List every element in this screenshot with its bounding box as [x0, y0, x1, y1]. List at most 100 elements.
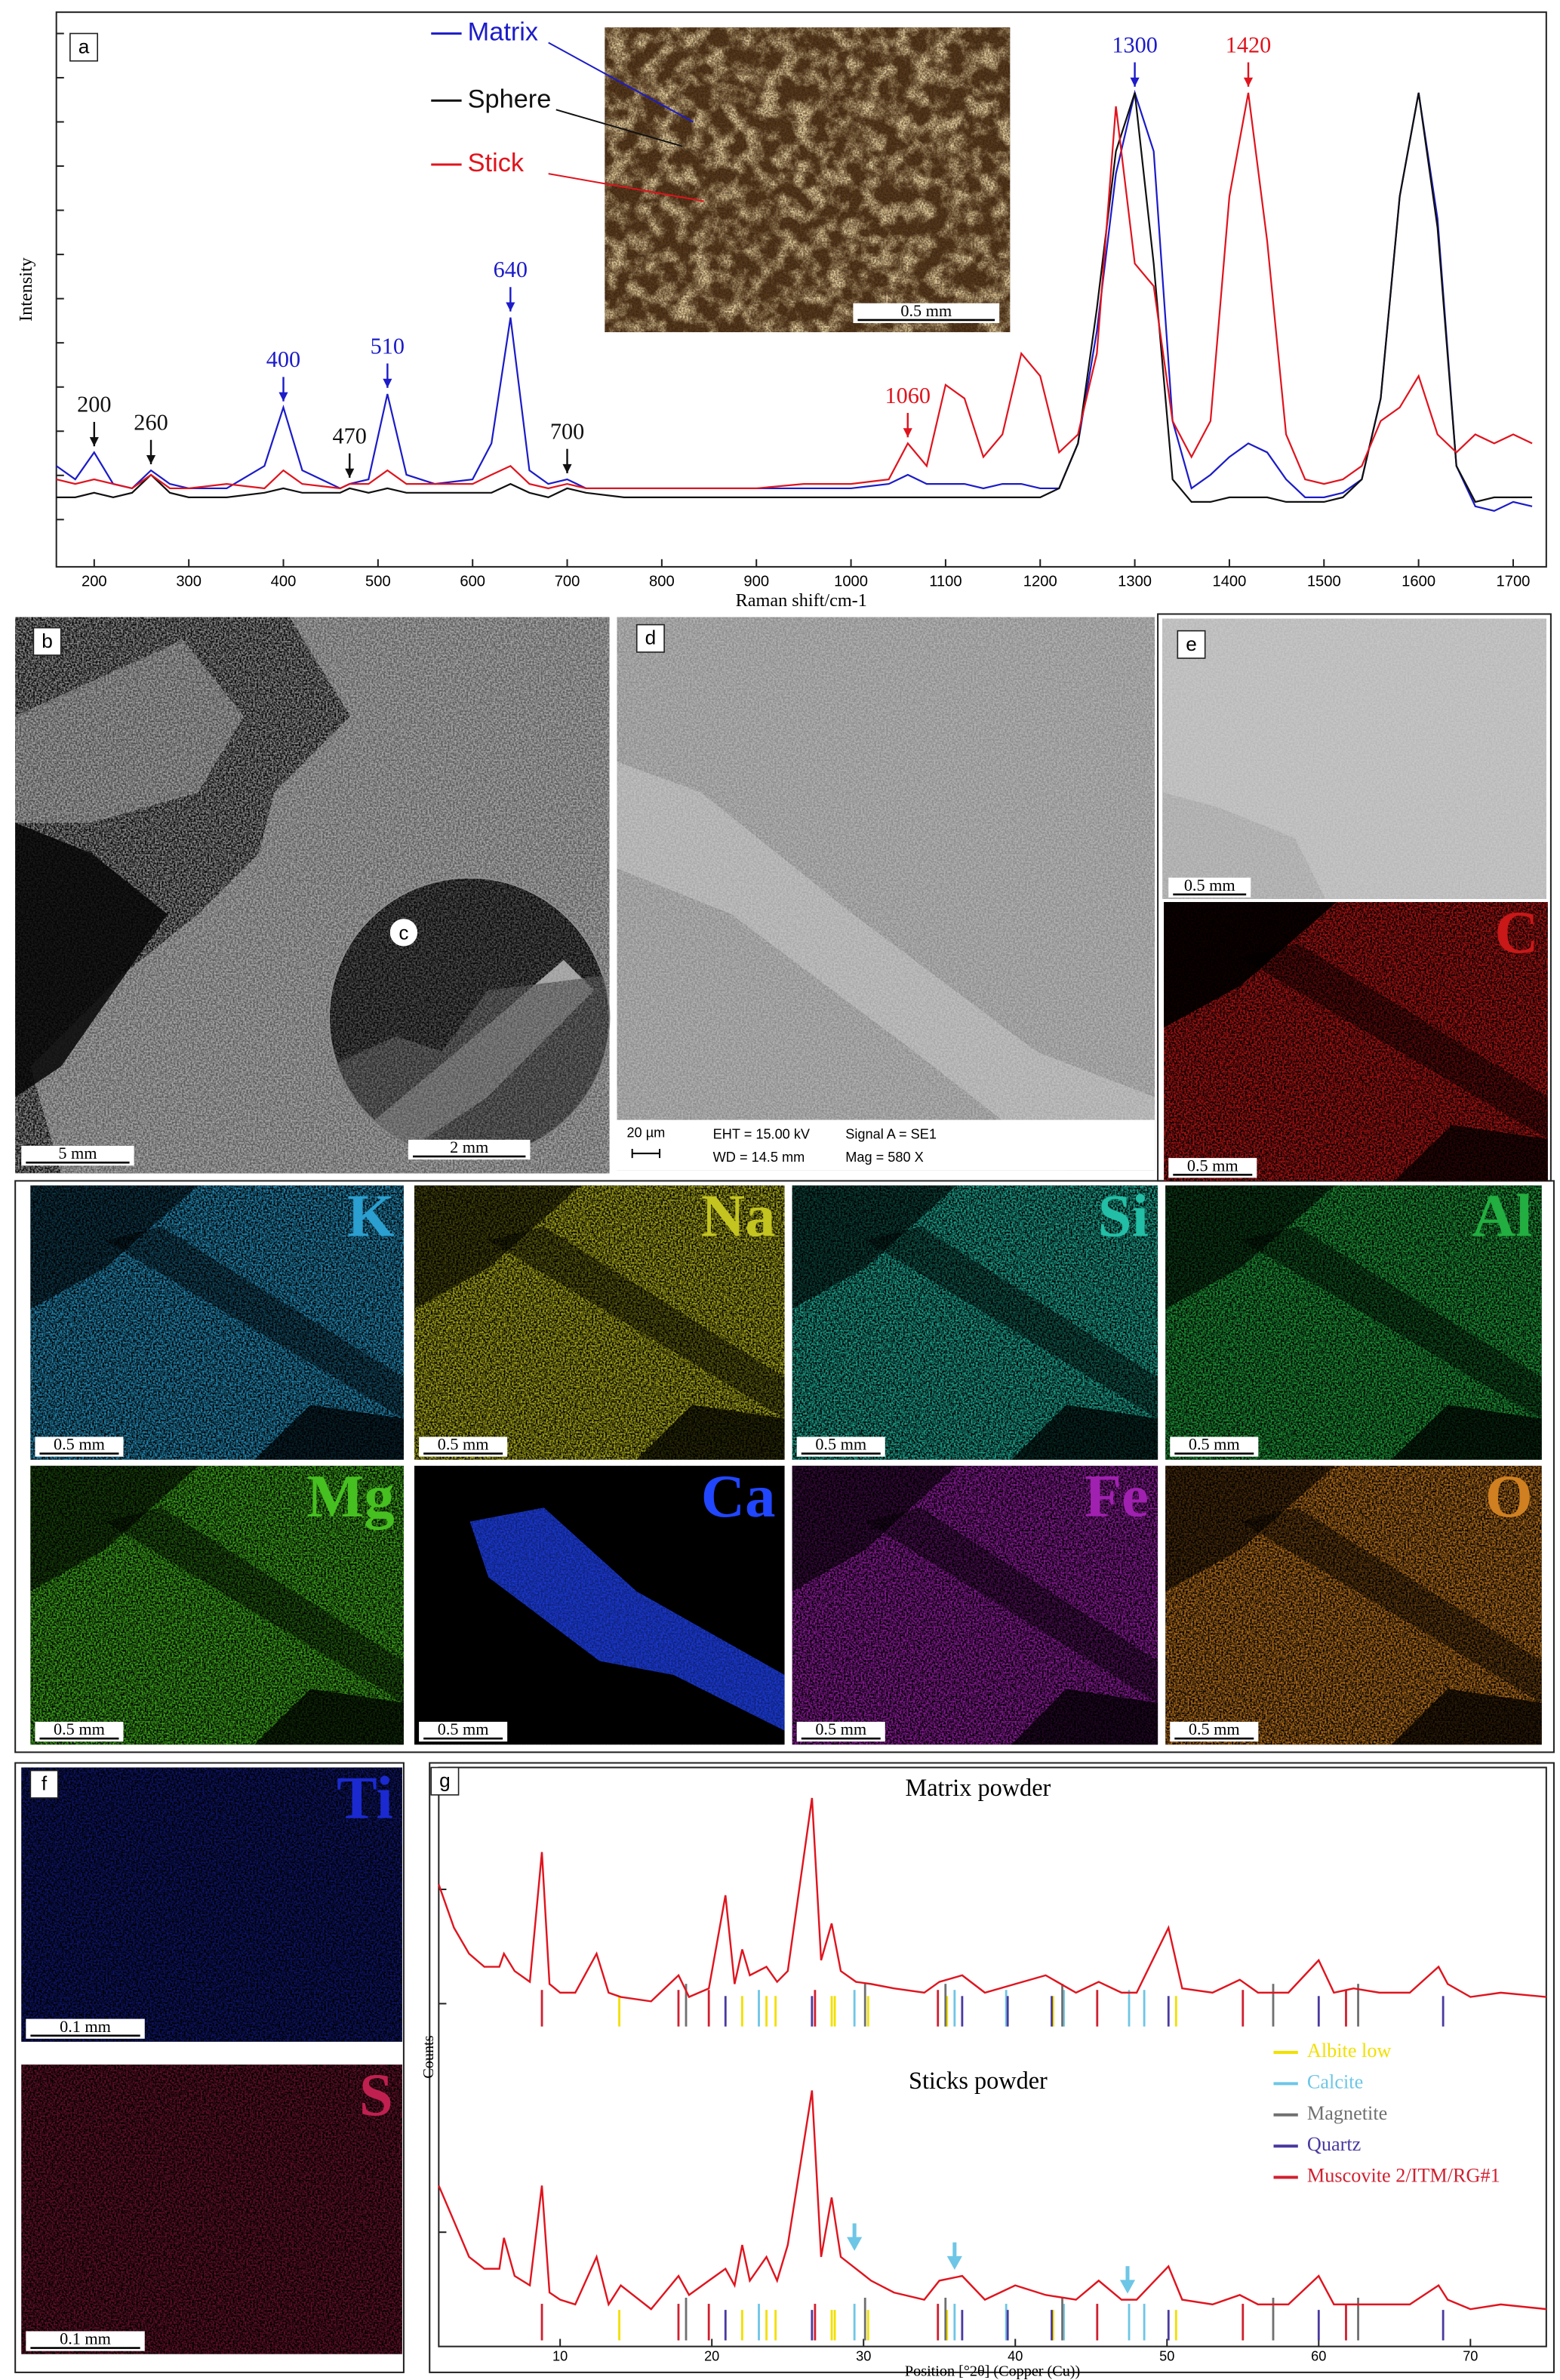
peak-label: 200: [77, 392, 111, 417]
peak-label: 260: [134, 410, 168, 436]
x-tick-label: 10: [552, 2349, 568, 2364]
spectrum-line: [56, 92, 1533, 503]
peak-arrow-head: [1243, 77, 1254, 87]
marker-arrow-head: [1119, 2280, 1136, 2294]
x-tick-label: 1400: [1212, 573, 1246, 590]
pattern-title: Matrix powder: [906, 1774, 1051, 1801]
x-tick-label: 500: [365, 573, 391, 590]
map-band: [1240, 1507, 1542, 1703]
peak-arrow-head: [89, 437, 99, 447]
x-tick-label: 200: [82, 573, 107, 590]
scale-bar-label: 0.5 mm: [815, 1720, 866, 1738]
x-tick-label: 300: [176, 573, 202, 590]
peak-arrow-head: [1130, 77, 1140, 87]
legend-label: Muscovite 2/ITM/RG#1: [1307, 2165, 1500, 2187]
x-tick-label: 70: [1463, 2349, 1478, 2364]
map-void: [254, 1405, 404, 1460]
element-label: O: [1485, 1463, 1533, 1530]
legend-leader: [548, 42, 694, 123]
legend-label: Magnetite: [1307, 2102, 1387, 2124]
panel-letter: d: [645, 627, 657, 649]
panel-letter: e: [1186, 633, 1197, 655]
map-band: [488, 1226, 785, 1419]
map-signal: [21, 1767, 402, 2042]
x-tick-label: 1600: [1402, 573, 1435, 590]
map-signal: [414, 1465, 785, 1745]
spectrum-line: [56, 92, 1533, 490]
map-void: [1394, 1125, 1548, 1181]
element-label: Al: [1472, 1182, 1533, 1249]
sem-info: EHT = 15.00 kV: [713, 1127, 811, 1142]
peak-label: 640: [494, 257, 528, 282]
scale-bar-label: 0.5 mm: [438, 1720, 489, 1738]
peak-arrow-head: [345, 468, 355, 478]
panel-letter-box: [635, 623, 665, 653]
peak-label: 470: [333, 423, 367, 448]
panel-g-frame: [429, 1762, 1555, 2373]
scale-bar-label: 0.5 mm: [900, 301, 952, 320]
element-label: Mg: [306, 1463, 395, 1530]
panel-letter-box: [1177, 630, 1206, 659]
sem-info: Signal A = SE1: [845, 1127, 937, 1142]
scale-bar-label: 0.5 mm: [1187, 1156, 1238, 1175]
map-void: [1391, 1689, 1542, 1745]
scale-bar-label: 0.5 mm: [1189, 1720, 1240, 1738]
element-label: Si: [1098, 1182, 1149, 1249]
element-label: Fe: [1085, 1463, 1149, 1530]
map-band: [105, 1226, 404, 1419]
peak-label: 400: [266, 346, 300, 372]
element-label: Na: [701, 1182, 776, 1249]
content: 200 300 400 500 600 700 800 900 1000 1100 1200 1300…: [15, 11, 1548, 2380]
map-signal: [21, 2064, 402, 2354]
peak-arrow-head: [383, 378, 392, 388]
peak-arrow-head: [506, 302, 515, 312]
element-label: Ti: [337, 1765, 393, 1832]
panel-d-infobar: [617, 1119, 1155, 1171]
scale-bar-label: 0.5 mm: [438, 1435, 489, 1454]
inset-texture-fine: [605, 27, 1011, 333]
x-tick-label: 50: [1159, 2349, 1174, 2364]
panel-f-frame: [14, 1762, 405, 2373]
peak-arrow-head: [278, 392, 288, 402]
plot-frame: [438, 1766, 1547, 2348]
panel-letter-box: [69, 32, 98, 62]
peak-label: 1060: [885, 383, 931, 408]
x-tick-label: 800: [649, 573, 675, 590]
panel-d-texture: [617, 617, 1155, 1171]
map-void: [414, 1185, 581, 1309]
panel-letter-box: [430, 1766, 460, 1796]
x-tick-label: 400: [271, 573, 297, 590]
diffraction-pattern: [438, 1797, 1546, 2003]
maps-frame: [14, 1180, 1555, 1753]
panel-c-texture: [329, 877, 610, 1159]
marker-arrow-head: [946, 2255, 962, 2271]
panel-letter: a: [78, 35, 90, 58]
map-band: [1240, 944, 1548, 1139]
peak-label: 510: [371, 333, 405, 359]
map-band: [1240, 1226, 1542, 1419]
element-label: C: [1494, 899, 1538, 966]
panel-letter-box: [29, 1769, 59, 1799]
peak-arrow-head: [903, 428, 912, 438]
scale-bar: [631, 1148, 661, 1159]
peak-label: 700: [550, 418, 584, 444]
legend-label: Calcite: [1307, 2071, 1363, 2092]
scale-bar-label: 0.1 mm: [60, 2329, 111, 2348]
x-tick-label: 1700: [1497, 573, 1531, 590]
x-tick-label: 60: [1311, 2349, 1326, 2364]
map-void: [636, 1405, 785, 1460]
element-label: K: [347, 1182, 395, 1249]
x-tick-label: 900: [743, 573, 769, 590]
panel-letter: f: [42, 1772, 48, 1795]
legend-label: Stick: [468, 149, 525, 177]
x-tick-label: 1200: [1023, 573, 1057, 590]
legend-label: Sphere: [468, 85, 552, 113]
map-void: [1165, 1465, 1335, 1592]
map-band: [105, 1507, 404, 1703]
x-tick-label: 1000: [834, 573, 868, 590]
element-label: S: [359, 2061, 393, 2129]
map-void: [30, 1185, 198, 1309]
scale-bar-label: 0.5 mm: [54, 1720, 105, 1738]
scale-bar-label: 5 mm: [58, 1144, 97, 1162]
